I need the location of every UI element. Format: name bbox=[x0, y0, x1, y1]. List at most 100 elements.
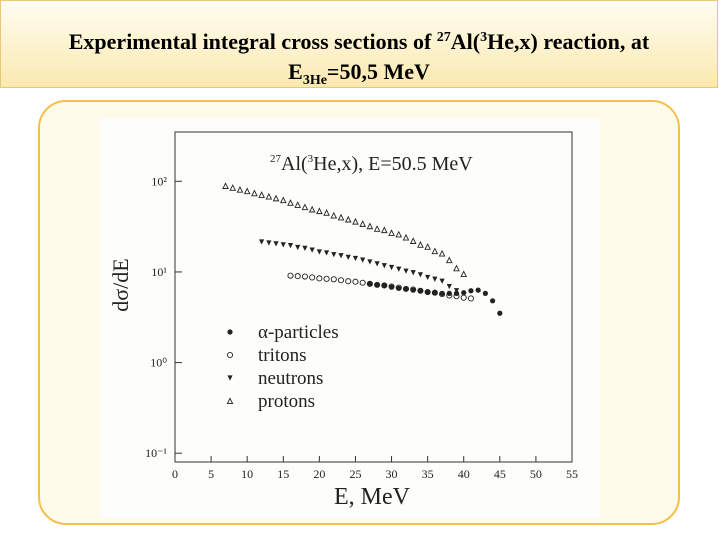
title-text: He,x) reaction, at bbox=[487, 29, 650, 54]
marker bbox=[410, 270, 416, 276]
marker bbox=[345, 254, 351, 260]
marker bbox=[345, 278, 352, 285]
marker bbox=[417, 272, 424, 278]
marker bbox=[222, 182, 229, 189]
annotation-sup: 3 bbox=[308, 153, 314, 165]
marker bbox=[273, 241, 279, 247]
marker bbox=[388, 283, 395, 290]
marker bbox=[424, 289, 431, 296]
marker bbox=[287, 199, 294, 206]
marker bbox=[294, 273, 301, 280]
title-sup: 27 bbox=[436, 30, 451, 45]
marker bbox=[380, 226, 388, 234]
x-tick-label: 15 bbox=[277, 467, 289, 481]
marker bbox=[490, 298, 496, 304]
marker bbox=[366, 222, 374, 230]
annotation-sup: 27 bbox=[270, 153, 282, 165]
marker bbox=[432, 290, 438, 296]
marker bbox=[467, 295, 474, 302]
annotation-text: He,x), E=50.5 MeV bbox=[313, 153, 473, 175]
marker bbox=[439, 278, 445, 284]
marker bbox=[295, 244, 301, 251]
marker bbox=[453, 264, 460, 272]
x-axis-label: E, MeV bbox=[334, 484, 411, 510]
marker bbox=[417, 241, 424, 248]
marker bbox=[258, 191, 265, 198]
marker bbox=[323, 209, 330, 216]
marker bbox=[226, 397, 234, 405]
marker bbox=[287, 272, 294, 279]
marker bbox=[402, 233, 410, 241]
marker bbox=[396, 266, 402, 272]
marker bbox=[460, 270, 468, 278]
marker bbox=[366, 280, 373, 287]
marker bbox=[482, 290, 488, 296]
marker bbox=[344, 215, 352, 223]
marker bbox=[309, 274, 316, 281]
marker bbox=[251, 189, 258, 197]
legend-label: α-particles bbox=[258, 322, 339, 343]
marker bbox=[227, 375, 233, 381]
y-tick-label: 10⁰ bbox=[150, 356, 167, 370]
marker bbox=[309, 247, 315, 253]
title-line: E3He=50,5 MeV bbox=[1, 57, 717, 88]
marker bbox=[388, 264, 395, 271]
slide-title: Experimental integral cross sections of … bbox=[0, 0, 718, 88]
marker bbox=[453, 293, 460, 300]
title-text: Al( bbox=[450, 29, 481, 54]
marker bbox=[388, 229, 395, 236]
title-text: =50,5 MeV bbox=[326, 59, 430, 84]
marker bbox=[229, 184, 237, 191]
marker bbox=[445, 256, 453, 264]
marker bbox=[395, 230, 403, 238]
marker bbox=[323, 250, 330, 256]
marker bbox=[410, 286, 417, 293]
marker bbox=[316, 249, 322, 255]
marker bbox=[287, 243, 294, 249]
marker bbox=[453, 288, 460, 294]
marker bbox=[359, 220, 367, 227]
marker bbox=[431, 289, 438, 296]
marker bbox=[381, 282, 387, 289]
marker bbox=[302, 245, 308, 251]
title-text: Experimental integral cross sections of bbox=[68, 29, 437, 54]
marker bbox=[402, 285, 410, 292]
marker bbox=[367, 281, 373, 287]
marker bbox=[359, 279, 366, 286]
marker bbox=[381, 263, 387, 269]
title-text: E bbox=[288, 59, 303, 84]
title-line: Experimental integral cross sections of … bbox=[1, 27, 717, 57]
marker bbox=[374, 281, 381, 288]
marker bbox=[316, 275, 323, 282]
marker bbox=[468, 288, 474, 294]
marker bbox=[438, 249, 446, 257]
marker bbox=[352, 278, 359, 285]
marker bbox=[446, 283, 452, 290]
marker bbox=[403, 286, 409, 292]
marker bbox=[337, 277, 345, 284]
x-tick-label: 35 bbox=[422, 467, 434, 481]
annotation-text: Al( bbox=[281, 153, 308, 175]
y-tick-label: 10² bbox=[151, 174, 167, 188]
marker bbox=[417, 288, 424, 294]
x-tick-label: 25 bbox=[349, 467, 361, 481]
marker bbox=[337, 213, 345, 221]
marker bbox=[301, 273, 308, 280]
marker bbox=[403, 268, 409, 274]
marker bbox=[417, 287, 424, 294]
marker bbox=[323, 275, 330, 282]
x-tick-label: 50 bbox=[530, 467, 542, 481]
legend-label: protons bbox=[258, 391, 315, 412]
marker bbox=[265, 192, 273, 200]
marker bbox=[301, 203, 309, 211]
marker bbox=[360, 257, 366, 263]
marker bbox=[439, 291, 446, 298]
title-sup: 3 bbox=[480, 30, 488, 45]
marker bbox=[373, 225, 381, 232]
chart-background bbox=[100, 118, 600, 518]
marker bbox=[259, 239, 265, 245]
marker bbox=[352, 255, 359, 262]
title-sub: 3He bbox=[302, 73, 327, 88]
marker bbox=[279, 196, 287, 204]
